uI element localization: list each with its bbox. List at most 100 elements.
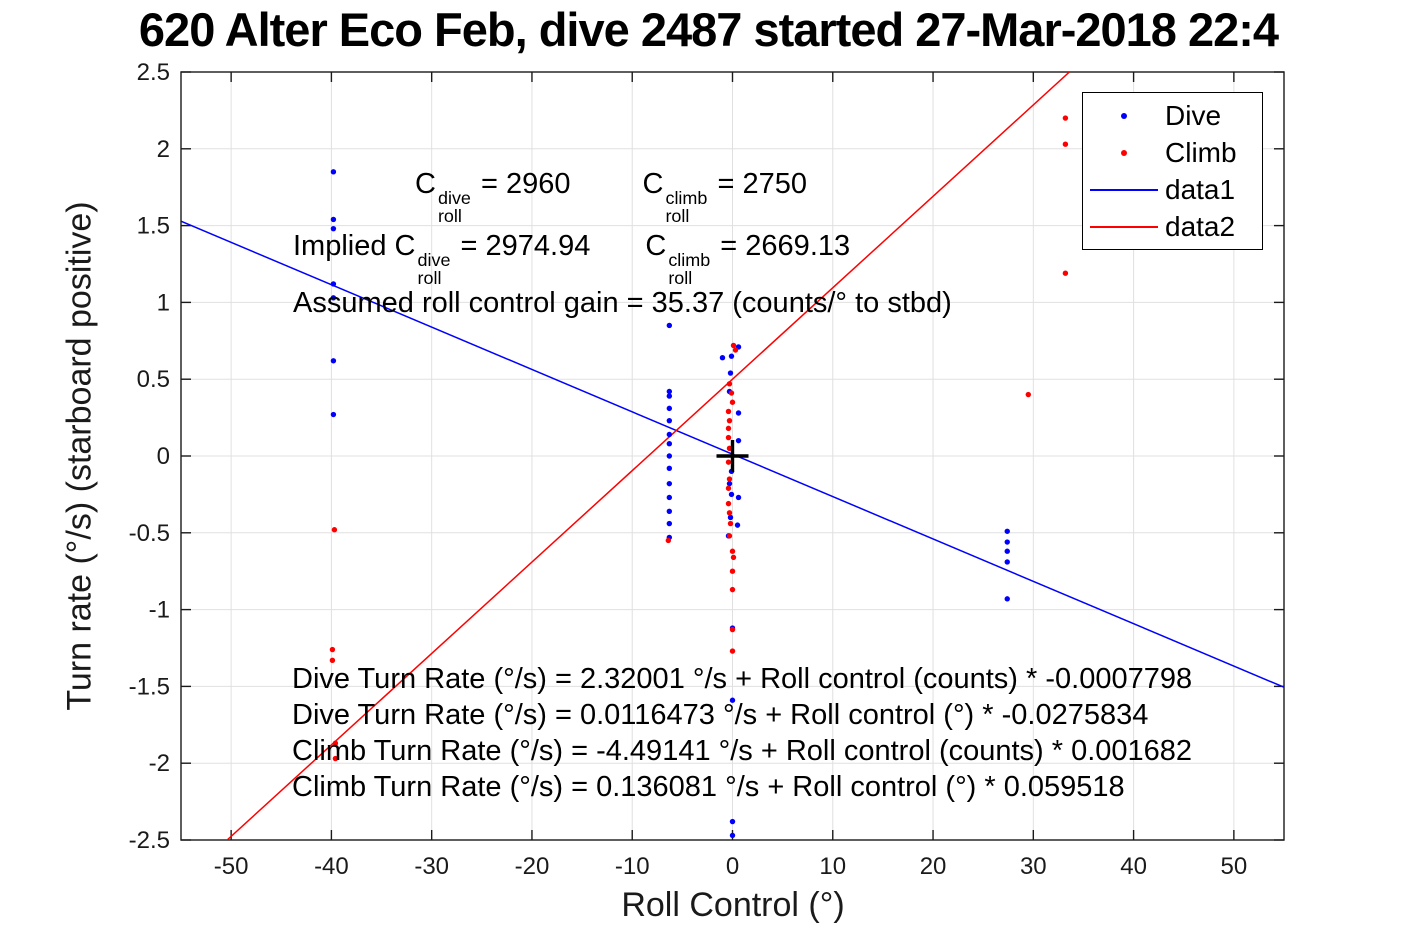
x-axis-label: Roll Control (°) [621, 886, 845, 924]
data-point [727, 514, 734, 521]
x-tick-label: 0 [726, 853, 739, 880]
data-point [732, 347, 739, 353]
data-point [726, 480, 733, 487]
data-point [729, 626, 736, 633]
legend-label: Climb [1165, 136, 1237, 168]
y-tick-label: 2.5 [137, 59, 170, 86]
data-point [1004, 539, 1010, 545]
equation-dive-degrees: Dive Turn Rate (°/s) = 0.0116473 °/s + R… [292, 699, 1149, 731]
dive-dot-marker-icon [1083, 112, 1165, 119]
y-tick-label: 1 [157, 289, 170, 316]
x-tick-label: 50 [1221, 853, 1248, 880]
data-point [1004, 559, 1010, 565]
data-point [1004, 528, 1010, 534]
data-point [727, 520, 734, 527]
data-point [728, 390, 735, 396]
equation-climb-counts: Climb Turn Rate (°/s) = -4.49141 °/s + R… [292, 735, 1193, 767]
x-tick-label: 30 [1020, 853, 1047, 880]
data-point [729, 548, 736, 554]
data1-line-marker-icon [1083, 188, 1165, 191]
data-point [666, 480, 673, 487]
data-point [726, 381, 733, 387]
data-point [727, 370, 734, 376]
y-tick-label: -1 [149, 597, 170, 624]
chart-title: 620 Alter Eco Feb, dive 2487 started 27-… [138, 3, 1279, 56]
data-point [735, 410, 742, 416]
data-point [666, 431, 673, 438]
data-point [725, 500, 732, 507]
x-tick-label: 40 [1120, 853, 1147, 880]
data-point [725, 459, 732, 465]
y-tick-label: 2 [157, 136, 170, 163]
data-point [729, 697, 736, 703]
x-tick-label: -10 [615, 853, 650, 880]
data-point [735, 494, 742, 501]
data-point [726, 476, 733, 482]
data-point [666, 388, 673, 395]
y-tick-label: -2 [149, 750, 170, 777]
data2-line-marker-icon [1083, 225, 1165, 228]
annotation-roll-gain: Assumed roll control gain = 35.37 (count… [293, 287, 952, 319]
series-climb [329, 115, 1069, 762]
x-tick-label: -20 [515, 853, 550, 880]
legend-item-data1: data1 [1083, 172, 1262, 208]
data-point [666, 417, 673, 424]
data-point [730, 554, 737, 561]
legend-item-data2: data2 [1083, 209, 1262, 245]
data-point [666, 453, 673, 459]
equation-climb-degrees: Climb Turn Rate (°/s) = 0.136081 °/s + R… [292, 771, 1125, 803]
equation-dive-counts: Dive Turn Rate (°/s) = 2.32001 °/s + Rol… [292, 663, 1193, 695]
y-axis-label: Turn rate (°/s) (starboard positive) [60, 201, 99, 711]
data-point [730, 342, 737, 349]
data-point [1004, 548, 1010, 554]
data-point [729, 568, 736, 574]
data-point [735, 437, 742, 444]
legend-item-climb: Climb [1083, 135, 1262, 171]
data-point [330, 216, 337, 223]
data-point [725, 425, 732, 432]
x-tick-label: 10 [819, 853, 846, 880]
y-tick-label: -0.5 [129, 520, 170, 547]
legend-label: Dive [1165, 99, 1222, 131]
data-point [330, 225, 337, 232]
data-point [666, 494, 673, 501]
legend-label: data2 [1165, 210, 1236, 242]
data-point [729, 648, 736, 654]
data-point [329, 646, 336, 653]
legend: Dive Climb data1 data2 [1082, 92, 1263, 250]
x-tick-label: -40 [314, 853, 349, 880]
data-point [729, 586, 736, 593]
data-point [729, 832, 736, 839]
data-point [725, 434, 732, 441]
data-point [666, 405, 673, 412]
x-tick-label: -30 [414, 853, 449, 880]
x-tick-labels: -50 -40 -30 -20 -10 0 10 20 30 40 50 [214, 853, 1247, 880]
climb-dot-marker-icon [1083, 149, 1165, 156]
data-point [666, 322, 673, 329]
data-point [1062, 115, 1069, 121]
y-tick-labels: -2.5 -2 -1.5 -1 -0.5 0 0.5 1 1.5 2 2.5 [129, 59, 170, 854]
data-point [330, 411, 337, 418]
data-point [665, 537, 672, 544]
y-tick-label: 0 [157, 443, 170, 470]
data-point [726, 417, 733, 424]
data-point [331, 527, 338, 533]
data-point [330, 169, 337, 175]
data-point [666, 441, 673, 447]
data-point [719, 354, 726, 361]
legend-item-dive: Dive [1083, 98, 1262, 134]
data-point [330, 358, 337, 364]
x-tick-label: -50 [214, 853, 249, 880]
data-point [329, 657, 336, 663]
origin-plus-marker [716, 440, 749, 472]
data-point [1025, 391, 1032, 398]
data-point [729, 818, 736, 825]
data-point [1062, 270, 1069, 276]
data-point [332, 740, 339, 746]
y-tick-label: 1.5 [137, 213, 170, 240]
y-tick-label: -2.5 [129, 827, 170, 854]
data-point [332, 755, 339, 762]
fit-line-data2 [226, 72, 1070, 840]
